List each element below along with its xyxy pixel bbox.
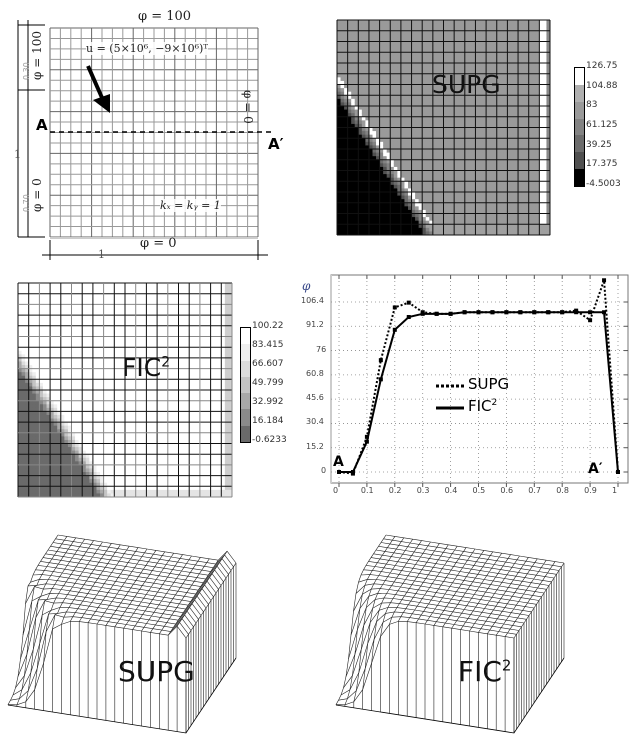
supg-3d-surface: SUPG (0, 500, 310, 744)
x-tick-label: 0.7 (528, 486, 542, 495)
fic-contour-plot: FIC2 100.22 83.415 66.607 49.799 32.992 16.18… (10, 275, 300, 505)
fic-3d-surface: FIC2 (310, 500, 637, 744)
section-end-label: A′ (268, 135, 284, 153)
dim-lower-label: 0.70 (22, 194, 31, 212)
colorbar-label: 61.125 (586, 120, 618, 130)
colorbar-label: 32.992 (252, 397, 284, 407)
colorbar-label: 104.88 (586, 80, 618, 91)
colorbar-label: 100.22 (252, 321, 284, 331)
colorbar-swatch (241, 409, 250, 426)
bc-right-label: φ = 0 (241, 90, 255, 124)
fic-colorbar (240, 327, 251, 443)
problem-setup-diagram: φ = 100 φ = 0 φ = 0 φ = 100 φ = 0 0.30 0… (0, 0, 300, 265)
y-tick-label: 91.2 (306, 320, 324, 330)
legend-dotted-line-icon (436, 384, 464, 388)
x-tick-label: 0.8 (556, 486, 569, 495)
x-tick-label: 0.4 (444, 486, 458, 495)
y-tick-label: 45.6 (306, 393, 324, 403)
colorbar-label: 83.415 (252, 340, 284, 350)
y-tick-label: 15.2 (306, 441, 324, 451)
fic-wireframe (335, 534, 565, 734)
x-tick-label: 0.3 (416, 486, 430, 495)
legend-solid-line-icon (436, 406, 464, 410)
fic-contour-title: FIC2 (122, 353, 170, 382)
x-tick-label: 1 (612, 486, 618, 495)
x-tick-label: 0.5 (472, 486, 486, 495)
bc-bottom-label: φ = 0 (140, 236, 177, 251)
y-tick-label: 76 (316, 344, 327, 354)
colorbar-label: -0.6233 (252, 435, 287, 445)
bc-left-lower-label: φ = 0 (30, 178, 44, 212)
dim-bottom-label: 1 (98, 248, 105, 261)
colorbar-swatch (575, 101, 584, 119)
colorbar-label: 39.25 (586, 139, 612, 150)
colorbar-label: 126.75 (586, 61, 618, 71)
colorbar-swatch (241, 393, 250, 410)
colorbar-label: 16.184 (252, 416, 284, 426)
y-tick-label: 60.8 (306, 368, 324, 378)
colorbar-swatch (575, 152, 584, 170)
colorbar-label: 66.607 (252, 359, 284, 369)
colorbar-swatch (241, 328, 250, 345)
legend-label-supg: SUPG (468, 375, 510, 393)
dim-upper-label: 0.30 (22, 62, 31, 80)
supg-colorbar (574, 67, 585, 187)
legend-label-fic-text: FIC (468, 397, 492, 415)
colorbar-swatch (575, 84, 584, 102)
legend-label-fic-sup: 2 (491, 398, 498, 408)
supg-wireframe (7, 534, 237, 734)
dim-total-label: 1 (14, 148, 21, 161)
bc-top-label: φ = 100 (138, 9, 192, 24)
colorbar-swatch (241, 376, 250, 394)
legend-label-fic: FIC2 (468, 397, 497, 415)
supg-3d-title: SUPG (118, 655, 195, 688)
bc-left-upper-label: φ = 100 (30, 31, 44, 80)
chart-y-label: φ (302, 279, 311, 293)
colorbar-swatch (241, 344, 250, 361)
chart-annotation-a: A (333, 454, 344, 470)
x-tick-label: 0.9 (584, 486, 597, 495)
diffusivity-label: kₓ = kᵧ = 1 (160, 199, 221, 212)
fic-contour-title-sup: 2 (161, 354, 171, 371)
fic-contour-field (17, 282, 233, 498)
supg-contour-title: SUPG (432, 70, 501, 99)
x-tick-label: 0.6 (500, 486, 514, 495)
colorbar-swatch (575, 68, 584, 85)
y-tick-label: 0 (321, 466, 327, 475)
chart-annotation-a-prime: A′ (588, 461, 603, 477)
supg-contour-plot: SUPG 126.75 104.88 83 61.125 39.25 17.375 -4.5… (330, 0, 637, 245)
colorbar-label: -4.5003 (586, 179, 621, 189)
fic-3d-title: FIC2 (458, 655, 511, 688)
fic-contour-title-text: FIC (122, 353, 162, 382)
colorbar-swatch (241, 360, 250, 377)
y-tick-label: 106.4 (301, 296, 324, 305)
supg-contour-field (336, 19, 551, 236)
section-start-label: A (36, 116, 48, 134)
colorbar-swatch (575, 118, 584, 136)
x-tick-label: 0 (333, 486, 339, 495)
colorbar-label: 83 (586, 100, 598, 111)
fic-3d-title-text: FIC (458, 655, 502, 688)
x-tick-label: 0.2 (388, 486, 402, 495)
y-tick-label: 30.4 (306, 417, 324, 427)
colorbar-swatch (241, 425, 250, 442)
fic-3d-title-sup: 2 (501, 656, 512, 675)
velocity-label: u = (5×10⁶, −9×10⁶)ᵀ (86, 42, 208, 55)
x-tick-label: 0.1 (360, 486, 374, 495)
colorbar-label: 17.375 (586, 159, 618, 170)
colorbar-label: 49.799 (252, 378, 284, 388)
colorbar-swatch (575, 169, 584, 186)
colorbar-swatch (575, 135, 584, 153)
